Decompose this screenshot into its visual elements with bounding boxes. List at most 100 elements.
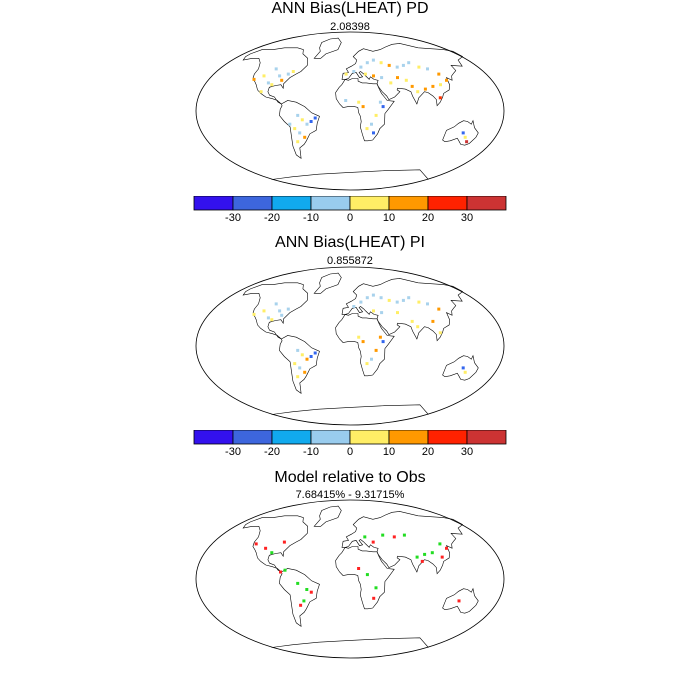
station-marker <box>420 559 424 563</box>
station-marker <box>266 316 270 320</box>
station-marker <box>426 67 429 71</box>
colorbar-tick-label: 10 <box>382 446 396 458</box>
station-marker <box>415 555 419 559</box>
station-marker <box>410 84 414 88</box>
station-marker <box>457 599 461 603</box>
station-marker <box>352 70 356 73</box>
panel-2-title: ANN Bias(LHEAT) PI <box>275 234 425 251</box>
station-marker <box>379 296 383 300</box>
station-marker <box>280 78 284 82</box>
station-marker <box>387 298 391 302</box>
station-marker <box>270 551 274 555</box>
colorbar-swatch <box>388 196 429 211</box>
station-marker <box>374 348 378 352</box>
station-marker <box>370 122 373 126</box>
coastline-greenland <box>313 37 342 59</box>
colorbar-tick-label: 10 <box>382 212 396 224</box>
panel-1-map <box>195 31 505 191</box>
station-marker <box>309 590 313 594</box>
station-marker <box>299 603 303 607</box>
station-marker <box>431 319 435 323</box>
coastline-eurasia <box>341 278 464 342</box>
panel-2-colorbar <box>193 430 507 445</box>
station-marker <box>437 72 441 76</box>
station-marker <box>416 90 420 94</box>
station-marker <box>417 300 421 304</box>
station-marker <box>262 309 266 313</box>
map-outline <box>195 31 505 191</box>
station-marker <box>378 335 382 339</box>
station-marker <box>372 131 375 135</box>
station-marker <box>300 118 304 122</box>
colorbar-swatch <box>271 196 312 211</box>
station-marker <box>389 81 393 85</box>
colorbar-swatch <box>427 196 468 211</box>
station-marker <box>445 546 448 550</box>
station-marker <box>361 105 365 109</box>
colorbar-tick-label: -20 <box>264 446 280 458</box>
station-marker <box>283 568 287 572</box>
station-marker <box>288 122 292 126</box>
panel-1-subtitle: 2.08398 <box>330 21 370 33</box>
station-marker <box>303 135 307 139</box>
station-marker <box>410 319 414 323</box>
colorbar-tick-label: 0 <box>346 446 354 458</box>
station-marker <box>262 74 266 78</box>
coastline-eurasia <box>341 43 464 107</box>
colorbar-swatch <box>232 430 273 445</box>
colorbar-swatch <box>310 430 351 445</box>
station-marker <box>463 135 467 139</box>
station-marker <box>286 72 290 76</box>
station-marker <box>374 113 378 117</box>
coastline-australia <box>442 587 479 614</box>
colorbar-tick-label: 20 <box>421 446 435 458</box>
panel-1-title: ANN Bias(LHEAT) PD <box>271 0 429 17</box>
colorbar-swatch <box>349 196 390 211</box>
station-marker <box>266 81 270 85</box>
station-marker <box>440 555 444 559</box>
station-marker <box>305 122 309 126</box>
coastline-north-america <box>242 515 309 573</box>
station-marker <box>361 340 365 344</box>
station-marker <box>252 312 256 316</box>
station-marker <box>305 588 309 591</box>
panel-3-map <box>195 499 505 659</box>
station-marker <box>370 357 373 361</box>
coastline-antarctica-arc <box>271 637 429 648</box>
station-marker <box>282 540 286 544</box>
station-marker <box>407 61 411 65</box>
coastline-north-america <box>242 282 309 340</box>
station-marker <box>379 61 383 65</box>
station-marker <box>259 90 263 94</box>
coastline-south-america <box>279 335 320 395</box>
station-marker <box>365 127 369 131</box>
coastline-australia <box>442 119 479 146</box>
coastline-africa <box>335 78 395 142</box>
coastline-eurasia <box>341 511 464 575</box>
coastline-greenland <box>313 272 342 294</box>
station-marker <box>363 72 367 76</box>
station-marker <box>380 311 384 315</box>
station-marker <box>293 127 297 131</box>
colorbar-swatch <box>466 196 507 211</box>
station-marker <box>401 63 405 67</box>
station-marker <box>395 300 399 304</box>
panel-2-map <box>195 266 505 426</box>
station-marker <box>309 355 313 358</box>
station-marker <box>461 131 465 135</box>
coastline-greenland <box>313 505 342 527</box>
coastline-north-america <box>242 47 309 105</box>
station-marker <box>344 72 348 76</box>
station-marker <box>371 293 375 297</box>
station-marker <box>302 599 306 603</box>
station-marker <box>371 540 375 544</box>
station-marker <box>387 63 391 67</box>
station-marker <box>305 357 309 361</box>
station-marker <box>296 581 300 585</box>
station-marker <box>286 307 290 311</box>
coastline-antarctica-arc <box>271 169 429 180</box>
station-marker <box>270 318 274 322</box>
station-marker <box>372 74 375 78</box>
colorbar-tick-label: 20 <box>421 212 435 224</box>
station-marker <box>392 535 396 539</box>
